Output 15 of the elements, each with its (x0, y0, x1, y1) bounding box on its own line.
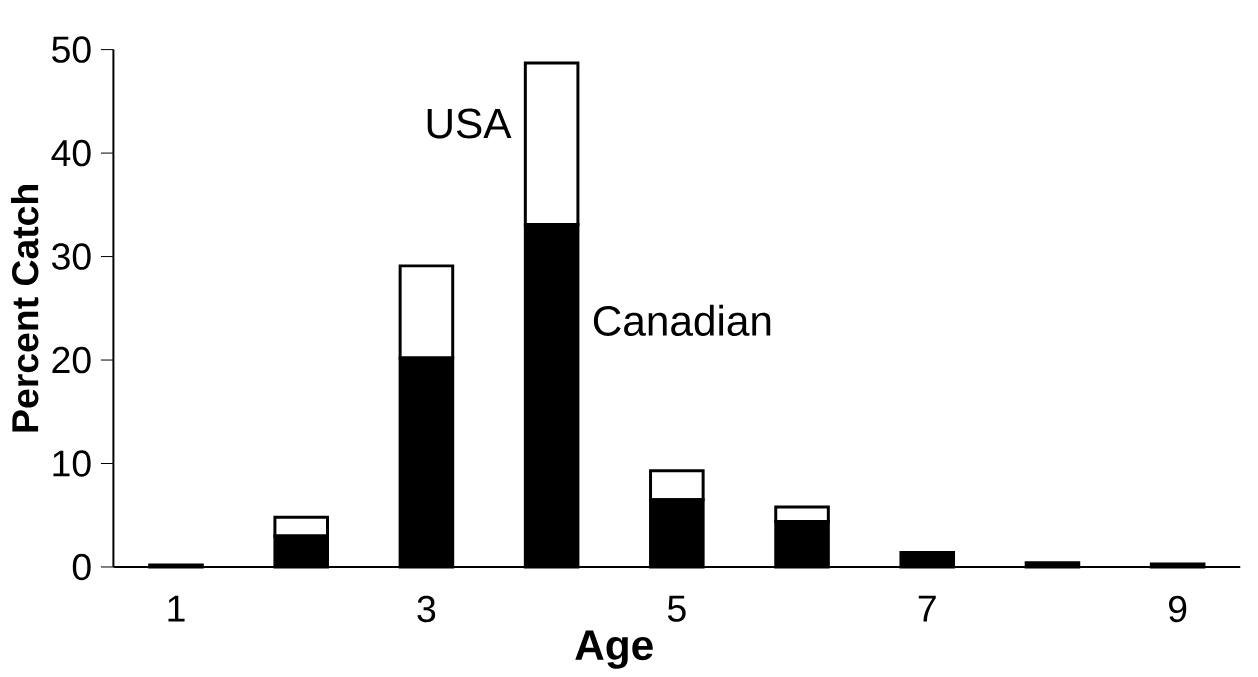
x-tick-label: 9 (1169, 595, 1187, 623)
y-tick-label: 30 (51, 243, 91, 270)
x-tick-label: 3 (417, 595, 436, 623)
x-tick-label: 5 (667, 595, 686, 622)
y-tick-label: 10 (53, 450, 91, 477)
y-tick-label: 20 (52, 346, 91, 374)
x-tick-label: 7 (918, 595, 936, 622)
series-label: USA (427, 108, 512, 139)
series-label: Canadian (593, 304, 771, 336)
y-tick-label: 0 (72, 553, 91, 581)
y-axis-title: Percent Catch (11, 185, 39, 432)
y-tick-label: 50 (52, 36, 91, 63)
x-tick-label: 1 (168, 595, 185, 622)
x-axis-title: Age (575, 630, 653, 669)
y-tick-label: 40 (51, 139, 91, 167)
